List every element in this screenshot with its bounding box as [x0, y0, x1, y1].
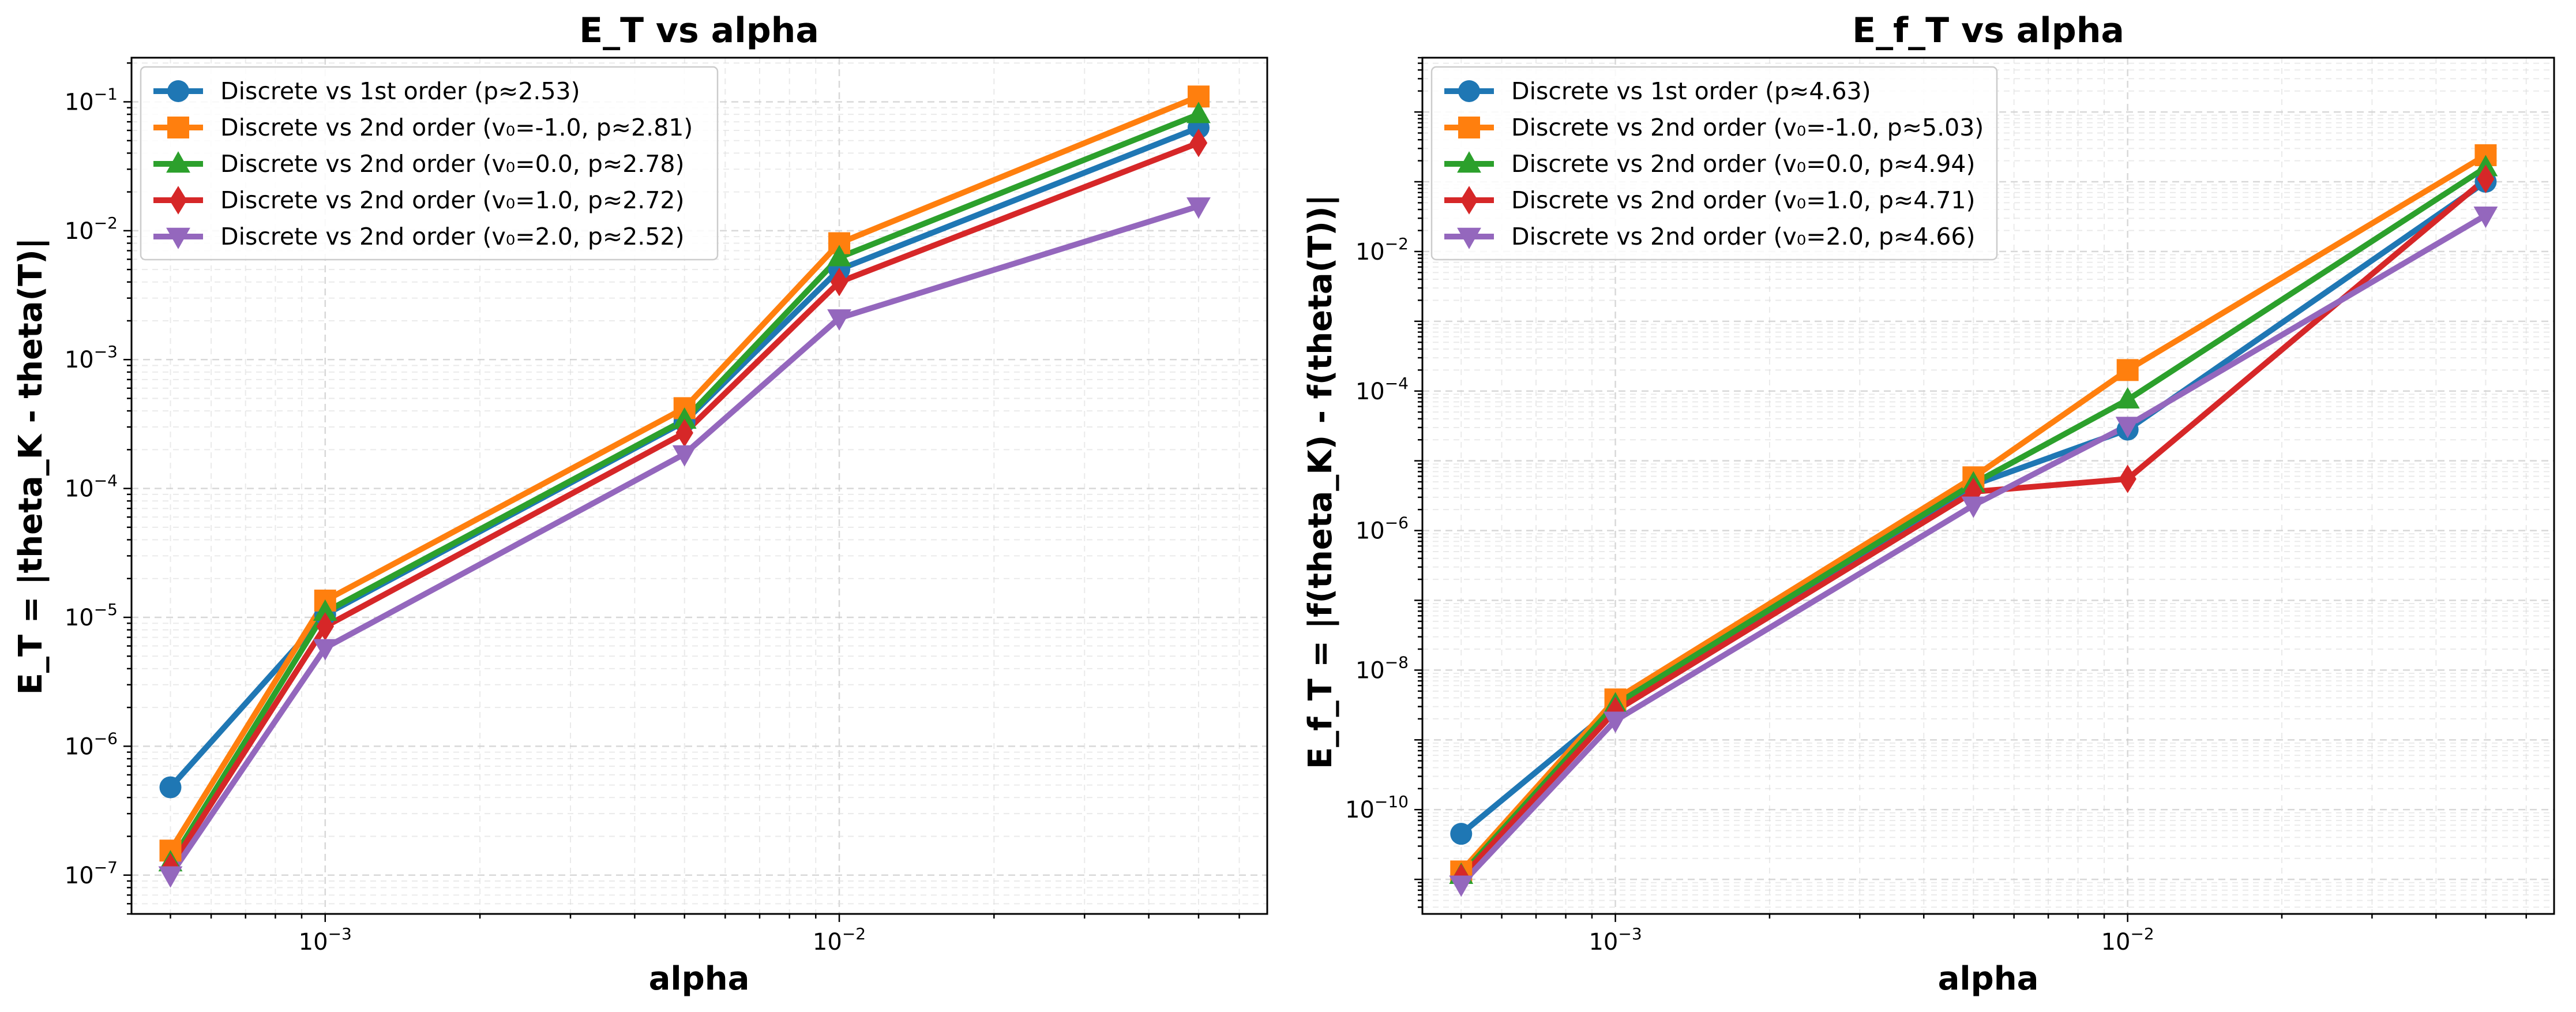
right-chart-y-tick-label: 10−10 — [1345, 792, 1409, 823]
legend-marker — [1458, 80, 1480, 102]
series-4-point — [2473, 207, 2498, 228]
legend-label: Discrete vs 2nd order (v₀=1.0, p≈2.72) — [220, 186, 685, 214]
left-chart-xlabel: alpha — [649, 960, 750, 998]
right-chart-title: E_f_T vs alpha — [1852, 10, 2124, 51]
series-2-point — [1186, 102, 1211, 123]
right-chart: E_f_T vs alpha alpha E_f_T = |f(theta_K)… — [1302, 10, 2555, 998]
series-0-point — [1450, 823, 1473, 845]
series-3-point — [830, 268, 848, 297]
left-chart-y-tick-label: 10−7 — [65, 858, 118, 889]
legend-marker — [166, 227, 190, 249]
legend-label: Discrete vs 2nd order (v₀=0.0, p≈4.94) — [1511, 150, 1976, 178]
legend-marker — [166, 151, 190, 173]
series-3-point — [1606, 696, 1624, 725]
series-2-point — [2115, 387, 2140, 409]
series-2-point — [827, 245, 851, 267]
left-chart-axes: 10−3 10−2 10−7 10−6 10−5 10−4 10−3 10−2 10−1 — [65, 62, 1240, 955]
left-chart-frame — [130, 57, 1268, 915]
left-chart-ylabel: E_T = |theta_K - theta(T)| — [12, 238, 50, 695]
series-4-point — [158, 866, 183, 888]
legend-box — [140, 66, 719, 261]
legend-label: Discrete vs 2nd order (v₀=0.0, p≈2.78) — [220, 150, 685, 178]
legend-label: Discrete vs 2nd order (v₀=-1.0, p≈2.81) — [220, 114, 693, 141]
legend-label: Discrete vs 1st order (p≈2.53) — [220, 77, 580, 105]
legend-label: Discrete vs 2nd order (v₀=1.0, p≈4.71) — [1511, 186, 1976, 214]
left-chart-x-tick-label: 10−3 — [299, 924, 352, 955]
series-4-point — [827, 309, 851, 331]
right-chart-y-tick-label: 10−6 — [1355, 514, 1409, 545]
series-2-point — [672, 407, 697, 429]
series-3-point — [316, 612, 334, 641]
legend-box — [1430, 66, 1998, 261]
left-chart-title: E_T vs alpha — [579, 10, 819, 51]
legend-marker — [1460, 186, 1478, 215]
right-chart-series — [1449, 144, 2498, 897]
left-chart-series — [158, 85, 1211, 888]
series-3-point — [1189, 128, 1208, 158]
left-chart-legend: Discrete vs 1st order (p≈2.53) Discrete v… — [140, 66, 719, 261]
right-chart-x-tick-label: 10−2 — [2101, 924, 2154, 955]
legend-marker — [1458, 117, 1480, 138]
right-chart-legend: Discrete vs 1st order (p≈4.63) Discrete v… — [1430, 66, 1998, 261]
series-4-point — [2115, 417, 2140, 438]
series-4-point — [1961, 496, 1986, 518]
series-2-point — [313, 599, 337, 621]
legend-label: Discrete vs 2nd order (v₀=-1.0, p≈5.03) — [1511, 114, 1984, 141]
series-0-point — [159, 776, 182, 799]
left-chart: E_T vs alpha alpha E_T = |theta_K - thet… — [12, 10, 1268, 998]
series-4-point — [1186, 197, 1211, 219]
legend-label: Discrete vs 1st order (p≈4.63) — [1511, 77, 1871, 105]
legend-label: Discrete vs 2nd order (v₀=2.0, p≈4.66) — [1511, 223, 1976, 250]
series-4-point — [1449, 875, 1474, 897]
legend-marker — [167, 117, 189, 138]
series-4-point — [313, 639, 337, 661]
right-chart-y-tick-label: 10−8 — [1355, 653, 1409, 684]
right-chart-frame — [1421, 57, 2555, 915]
left-chart-y-tick-label: 10−6 — [65, 729, 118, 760]
right-chart-xlabel: alpha — [1938, 960, 2039, 998]
legend-marker — [1457, 227, 1481, 249]
legend-marker — [1457, 151, 1481, 173]
series-3-point — [2119, 464, 2136, 493]
left-chart-y-tick-label: 10−1 — [65, 84, 118, 115]
right-chart-ylabel: E_f_T = |f(theta_K) - f(theta(T))| — [1302, 194, 1339, 769]
left-chart-y-tick-label: 10−4 — [65, 471, 118, 503]
left-chart-y-tick-label: 10−5 — [65, 600, 118, 631]
right-chart-x-tick-label: 10−3 — [1589, 924, 1642, 955]
series-4-point — [1603, 711, 1628, 733]
legend-label: Discrete vs 2nd order (v₀=2.0, p≈2.52) — [220, 223, 685, 250]
right-chart-y-tick-label: 10−2 — [1355, 234, 1409, 265]
left-chart-x-tick-label: 10−2 — [813, 924, 866, 955]
legend-marker — [169, 186, 187, 215]
left-chart-y-tick-label: 10−3 — [65, 342, 118, 373]
series-3-point — [2477, 164, 2495, 193]
right-chart-y-tick-label: 10−4 — [1355, 374, 1409, 405]
series-3-point — [675, 418, 693, 447]
left-chart-y-tick-label: 10−2 — [65, 213, 118, 245]
series-4-point — [672, 445, 697, 467]
legend-marker — [167, 80, 189, 102]
series-1-point — [2116, 359, 2139, 381]
